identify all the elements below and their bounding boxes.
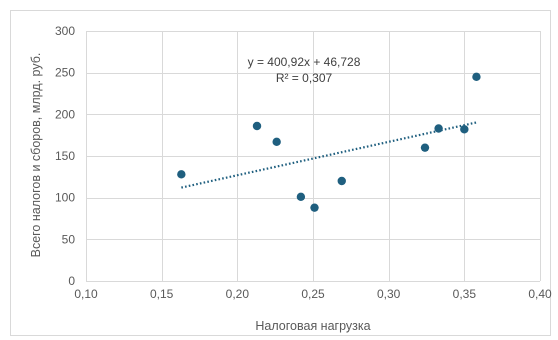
y-tick-label: 250	[55, 66, 75, 80]
y-tick-label: 200	[55, 107, 75, 121]
data-point	[472, 72, 481, 82]
data-point	[252, 121, 262, 131]
x-tick-label: 0,35	[453, 287, 477, 301]
trendline-group	[181, 121, 477, 189]
y-tick-label: 150	[55, 149, 75, 163]
y-axis-ticks: 0 50 100 150 200 250 300	[55, 24, 75, 288]
data-points	[177, 72, 481, 212]
x-axis-title: Налоговая нагрузка	[255, 319, 370, 333]
x-tick-label: 0,40	[528, 287, 552, 301]
y-tick-label: 100	[55, 191, 75, 205]
trendline-equation: y = 400,92x + 46,728	[248, 55, 361, 69]
data-point	[420, 143, 430, 152]
data-point	[434, 124, 443, 133]
trendline	[181, 121, 477, 189]
x-tick-label: 0,10	[74, 287, 98, 301]
x-axis-ticks: 0,10 0,15 0,20 0,25 0,30 0,35 0,40	[74, 287, 552, 301]
x-tick-label: 0,30	[377, 287, 401, 301]
x-tick-label: 0,15	[150, 287, 174, 301]
x-tick-label: 0,20	[226, 287, 250, 301]
y-tick-label: 50	[62, 232, 76, 246]
y-tick-label: 300	[55, 24, 75, 38]
data-point	[337, 176, 346, 186]
data-point	[296, 192, 306, 202]
data-point	[272, 137, 281, 147]
y-tick-label: 0	[68, 274, 75, 288]
data-point	[177, 170, 186, 179]
gridlines	[86, 31, 541, 282]
trendline-r-squared: R² = 0,307	[276, 71, 333, 85]
data-point	[460, 125, 469, 134]
y-axis-title: Всего налогов и сборов, млрд. руб.	[29, 53, 43, 258]
x-tick-label: 0,25	[301, 287, 325, 301]
data-point	[310, 203, 319, 212]
